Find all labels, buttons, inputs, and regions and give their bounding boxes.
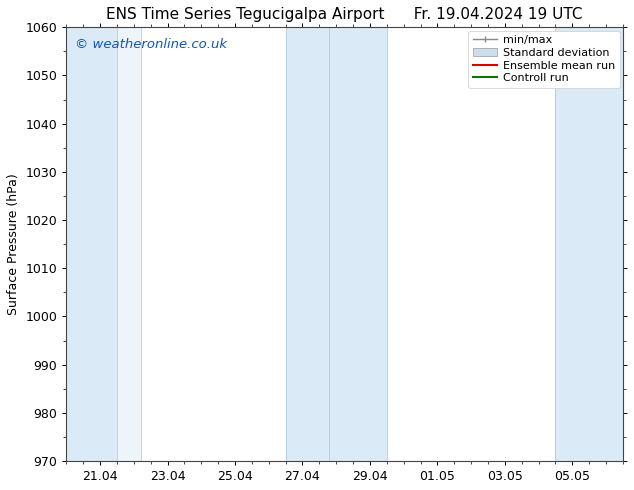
Bar — [286, 27, 330, 461]
Bar — [117, 27, 141, 461]
Y-axis label: Surface Pressure (hPa): Surface Pressure (hPa) — [7, 173, 20, 315]
Text: © weatheronline.co.uk: © weatheronline.co.uk — [75, 38, 227, 51]
Title: ENS Time Series Tegucigalpa Airport      Fr. 19.04.2024 19 UTC: ENS Time Series Tegucigalpa Airport Fr. … — [107, 7, 583, 22]
Legend: min/max, Standard deviation, Ensemble mean run, Controll run: min/max, Standard deviation, Ensemble me… — [469, 30, 619, 88]
Bar — [63, 27, 117, 461]
Bar — [555, 27, 626, 461]
Bar — [330, 27, 387, 461]
